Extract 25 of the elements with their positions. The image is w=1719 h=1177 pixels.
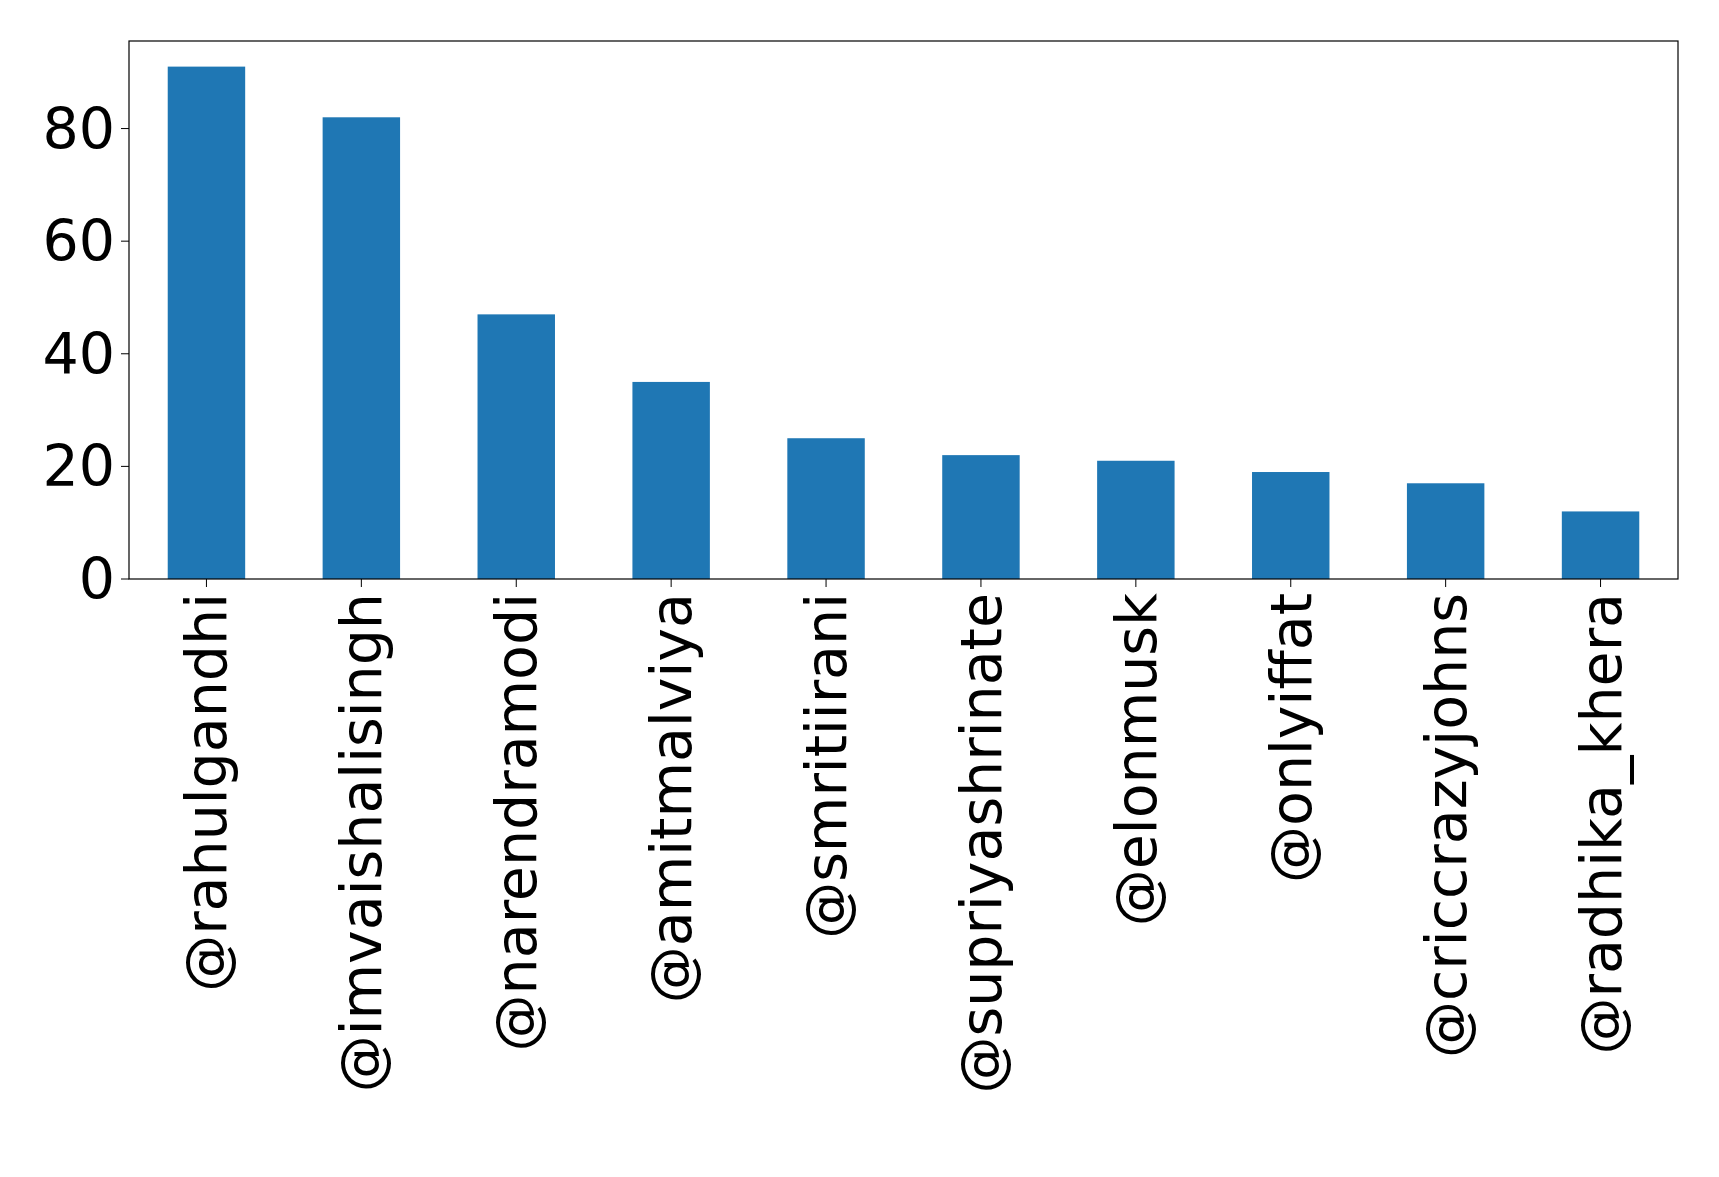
- x-tick-label: @rahulgandhi: [173, 593, 240, 992]
- bar: [632, 381, 710, 579]
- bar: [1561, 511, 1640, 579]
- bar: [322, 117, 401, 579]
- bar: [1252, 472, 1330, 579]
- x-tick-label: @radhika_khera: [1567, 593, 1634, 1055]
- x-tick-label: @narendramodi: [483, 593, 550, 1052]
- bar: [1406, 483, 1485, 579]
- x-tick-label: @amitmalviya: [638, 593, 705, 1004]
- y-tick-label: 80: [42, 95, 115, 162]
- x-tick-label: @elonmusk: [1102, 593, 1169, 927]
- bar: [167, 66, 246, 579]
- y-tick-label: 40: [42, 320, 115, 387]
- bar: [477, 314, 555, 579]
- y-tick-label: 60: [42, 208, 115, 275]
- y-tick-label: 0: [78, 545, 115, 612]
- x-tick-label: @supriyashrinate: [947, 593, 1014, 1094]
- y-tick-label: 20: [42, 433, 115, 500]
- bar: [942, 455, 1020, 579]
- bar: [787, 438, 865, 579]
- x-tick-label: @imvaishalisingh: [328, 593, 395, 1093]
- bar: [1097, 460, 1175, 579]
- x-tick-label: @onlyiffat: [1257, 593, 1324, 883]
- x-tick-label: @smritiirani: [793, 593, 859, 939]
- x-tick-label: @criccrazyjohns: [1412, 593, 1479, 1058]
